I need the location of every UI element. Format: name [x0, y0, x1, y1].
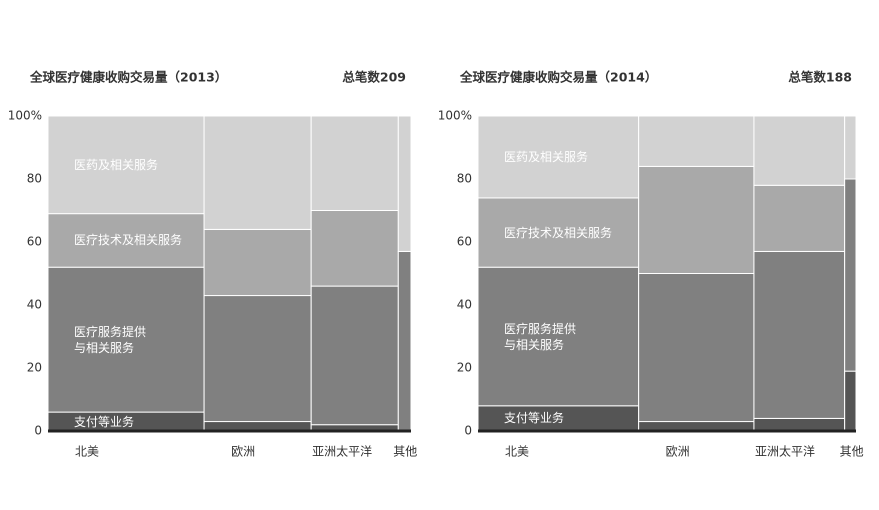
segment-label-text: 医疗技术及相关服务: [74, 233, 183, 248]
segment-label-text: 支付等业务: [504, 411, 565, 426]
segment: [477, 115, 640, 199]
segment-label: 支付等业务: [504, 411, 565, 426]
segment-label: 医疗技术及相关服务: [504, 225, 613, 240]
segment: [310, 115, 399, 211]
segment-label-text: 医药及相关服务: [74, 157, 159, 172]
segment: [753, 250, 846, 419]
segment: [310, 210, 399, 287]
segment: [753, 184, 846, 252]
segment: [47, 115, 205, 215]
segment: [477, 266, 640, 407]
segment: [310, 285, 399, 426]
x-tick-label: 北美: [75, 445, 99, 459]
x-tick-label: 欧洲: [666, 445, 690, 459]
y-tick-label: 40: [27, 298, 42, 312]
segment-label-text: 医药及相关服务: [504, 149, 589, 164]
segment: [203, 228, 312, 297]
y-tick-label: 100%: [8, 109, 42, 123]
x-tick-label: 亚洲太平洋: [755, 444, 815, 459]
y-tick-label: 20: [457, 361, 472, 375]
chart-subtitle: 总笔数209: [342, 70, 406, 85]
segment-label-text: 医疗服务提供与相关服务: [504, 321, 577, 352]
x-tick-label: 其他: [393, 445, 417, 459]
y-tick-label: 60: [27, 235, 42, 249]
segment: [638, 165, 755, 274]
y-tick-label: 60: [457, 235, 472, 249]
y-tick-label: 80: [457, 172, 472, 186]
segment-label: 医疗技术及相关服务: [74, 233, 183, 248]
y-tick-label: 0: [34, 424, 42, 438]
y-tick-label: 100%: [438, 109, 472, 123]
segment-label-text: 医疗服务提供与相关服务: [74, 324, 147, 355]
segment: [638, 115, 755, 167]
y-tick-label: 20: [27, 361, 42, 375]
segment-label: 医药及相关服务: [74, 157, 159, 172]
segment: [203, 295, 312, 423]
chart-title: 全球医疗健康收购交易量（2014）: [459, 70, 657, 85]
chart-title: 全球医疗健康收购交易量（2013）: [29, 70, 227, 85]
x-tick-label: 北美: [505, 445, 529, 459]
x-tick-label: 亚洲太平洋: [312, 444, 372, 459]
segment: [753, 417, 846, 432]
segment-label: 医疗服务提供与相关服务: [504, 321, 577, 352]
chart-subtitle: 总笔数188: [788, 70, 852, 85]
y-tick-label: 0: [464, 424, 472, 438]
segment: [844, 115, 857, 180]
segment-label: 支付等业务: [74, 414, 135, 429]
segment: [477, 197, 640, 268]
y-tick-label: 80: [27, 172, 42, 186]
segment: [638, 273, 755, 423]
segment-label-text: 支付等业务: [74, 414, 135, 429]
segment: [397, 250, 412, 432]
y-tick-label: 40: [457, 298, 472, 312]
segment-label: 医药及相关服务: [504, 149, 589, 164]
x-tick-label: 欧洲: [231, 445, 255, 459]
segment: [753, 115, 846, 186]
segment: [844, 178, 857, 372]
segment: [47, 266, 205, 413]
segment-label: 医疗服务提供与相关服务: [74, 324, 147, 355]
segment-label-text: 医疗技术及相关服务: [504, 225, 613, 240]
x-tick-label: 其他: [840, 445, 864, 459]
segment: [203, 115, 312, 230]
segment: [397, 115, 412, 252]
segment: [844, 370, 857, 432]
